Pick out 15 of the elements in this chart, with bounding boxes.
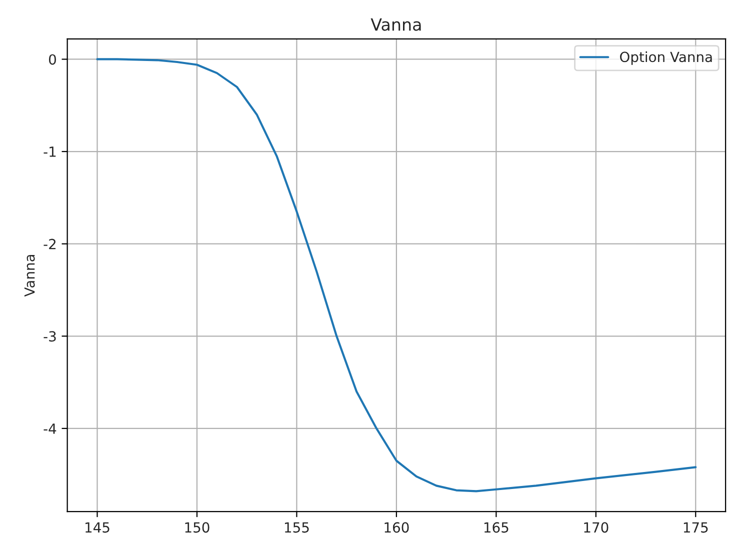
x-tick-label: 160 bbox=[384, 522, 409, 533]
chart-title: Vanna bbox=[370, 18, 421, 31]
x-tick-label: 165 bbox=[484, 522, 508, 533]
y-axis-title: Vanna bbox=[24, 254, 35, 297]
y-tick-label: -3 bbox=[44, 331, 56, 342]
x-tick-label: 155 bbox=[284, 522, 309, 533]
y-tick-label: 0 bbox=[48, 54, 56, 65]
x-tick-label: 150 bbox=[185, 522, 210, 533]
legend-label: Option Vanna bbox=[620, 51, 712, 65]
y-tick-label: -2 bbox=[44, 238, 56, 250]
y-tick-label: -1 bbox=[44, 146, 56, 157]
y-tick-label: -4 bbox=[44, 424, 56, 434]
x-tick-label: 175 bbox=[684, 522, 708, 533]
x-tick-label: 170 bbox=[584, 522, 608, 533]
x-tick-label: 145 bbox=[86, 522, 110, 533]
